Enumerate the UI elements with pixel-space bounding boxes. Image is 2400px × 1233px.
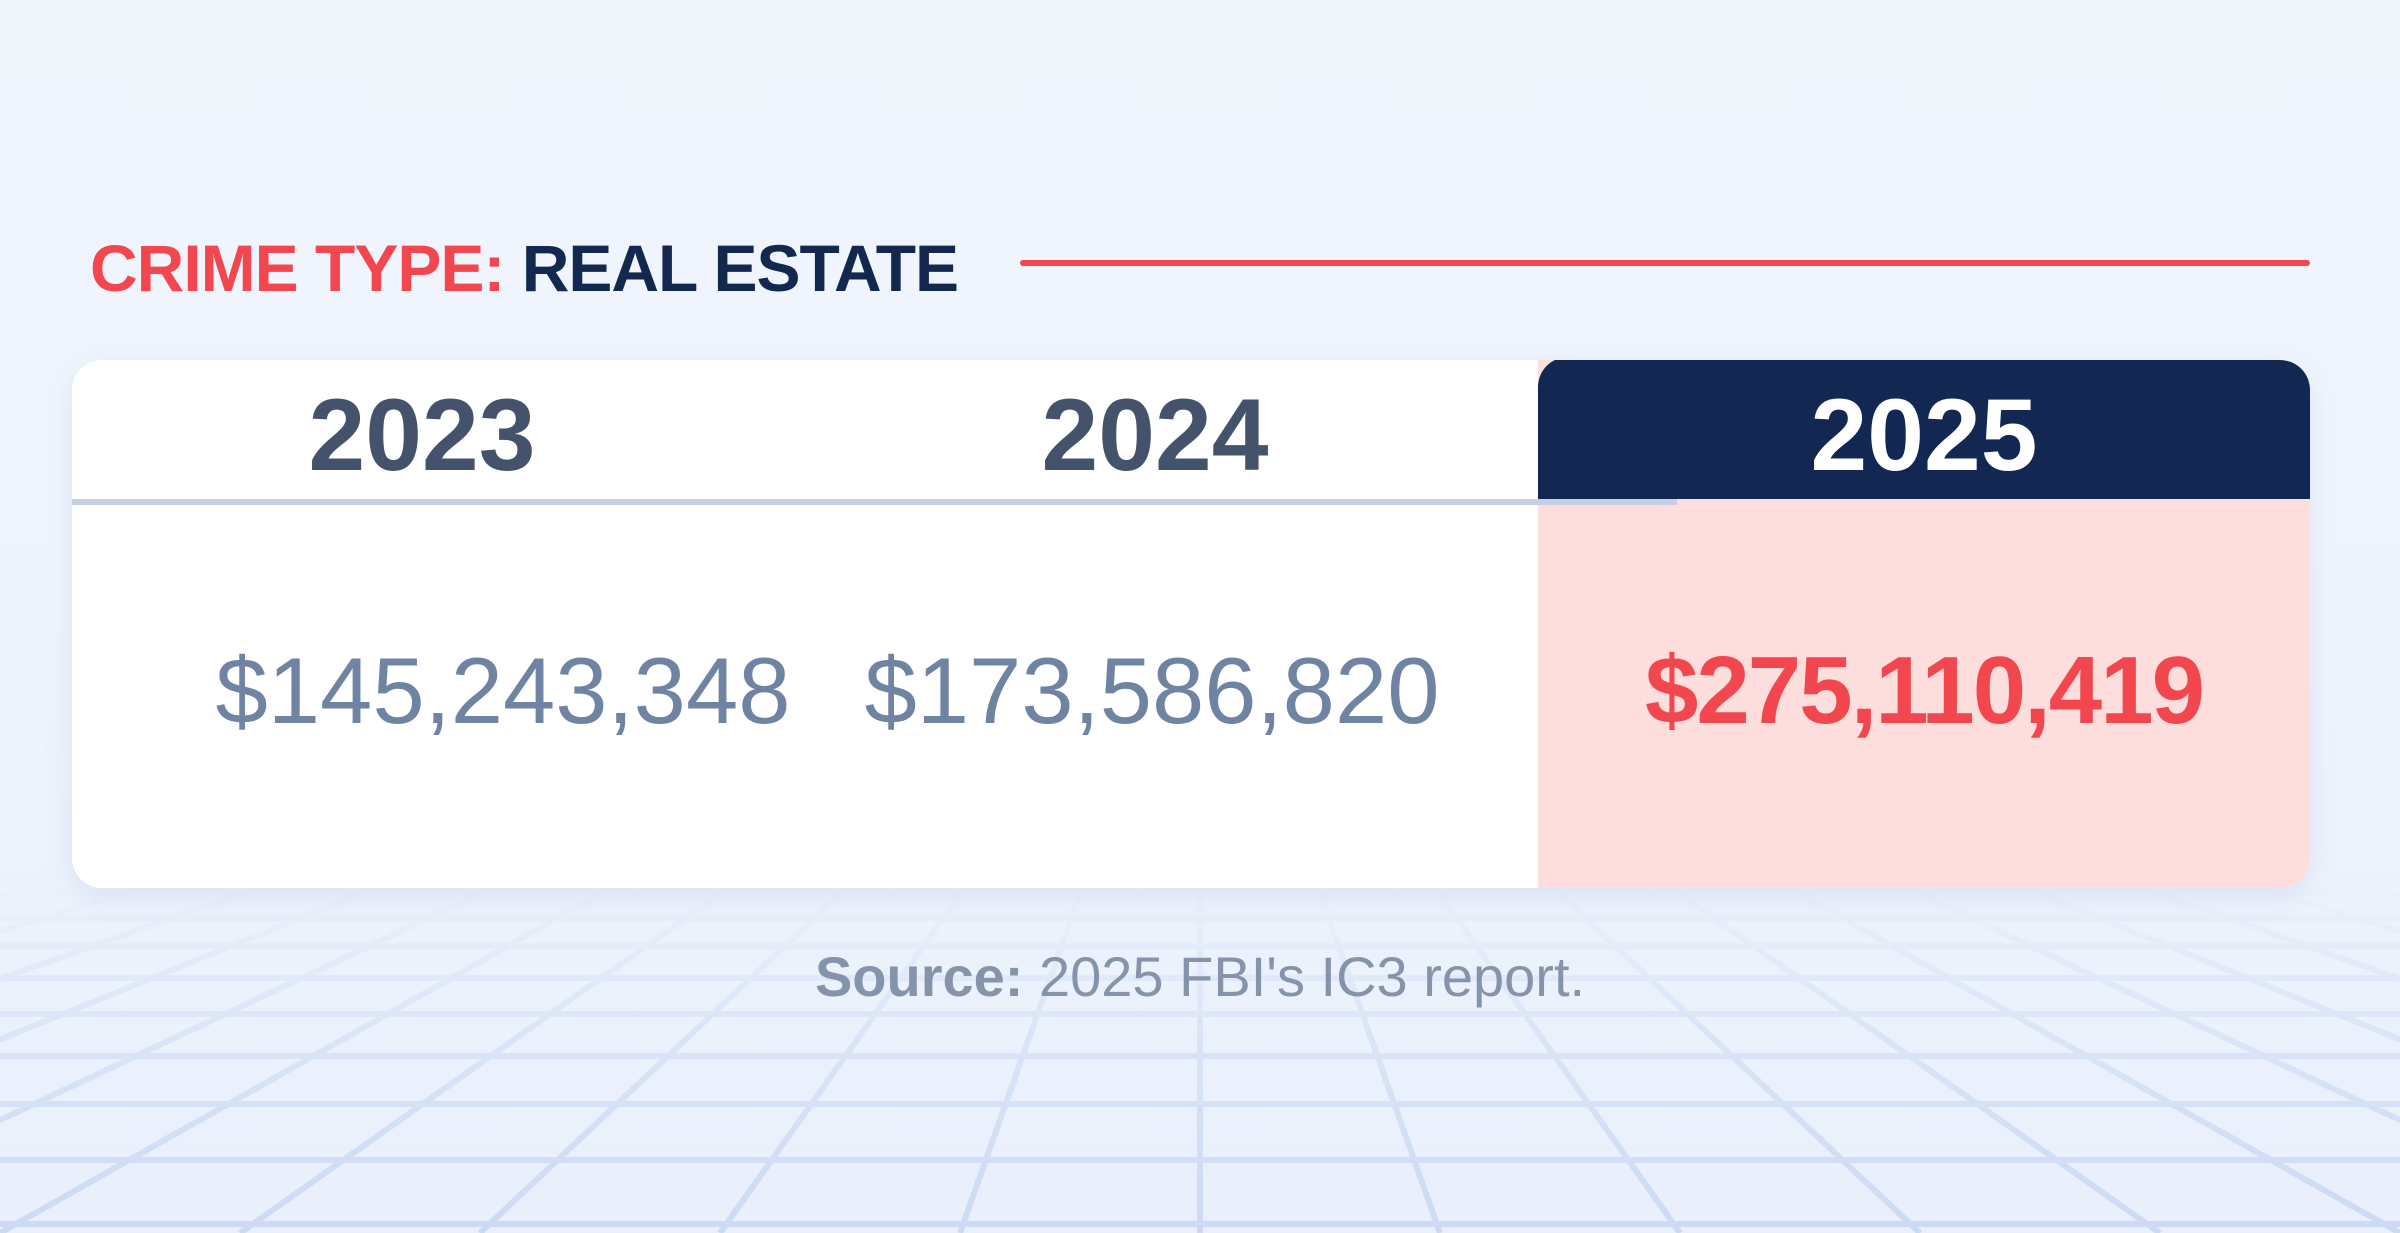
crime-type-value: REAL ESTATE — [521, 231, 959, 305]
source-text: 2025 FBI's IC3 report. — [1039, 945, 1586, 1008]
year-header-2023: 2023 — [308, 378, 536, 492]
source-note: Source: 2025 FBI's IC3 report. — [0, 944, 2400, 1009]
year-header-2024: 2024 — [1041, 378, 1269, 492]
header-divider — [72, 499, 1677, 505]
crime-type-heading: CRIME TYPE: REAL ESTATE — [90, 228, 959, 308]
loss-value-2024: $173,586,820 — [864, 638, 1440, 743]
highlight-header — [1538, 360, 2310, 499]
loss-value-2025: $275,110,419 — [1645, 637, 2205, 744]
source-label: Source: — [814, 945, 1024, 1008]
highlight-column — [1538, 360, 2310, 888]
loss-table: 2023 2024 2025 $145,243,348 $173,586,820… — [72, 360, 2310, 888]
year-header-2025: 2025 — [1810, 378, 2038, 492]
heading-divider — [1020, 260, 2310, 266]
background-grid — [0, 880, 2400, 1233]
crime-type-label: CRIME TYPE: — [90, 231, 505, 305]
loss-value-2023: $145,243,348 — [215, 638, 791, 743]
